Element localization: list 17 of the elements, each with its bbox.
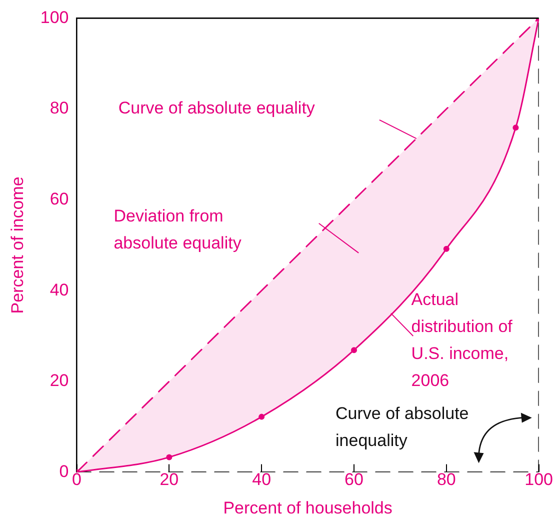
x-tick-label: 100 xyxy=(524,470,554,490)
y-axis-title: Percent of income xyxy=(8,176,27,314)
y-tick-label: 80 xyxy=(50,98,69,118)
y-tick-label: 100 xyxy=(40,8,69,27)
x-tick-label: 20 xyxy=(160,470,179,490)
x-tick-label: 40 xyxy=(252,470,272,490)
x-tick-label: 0 xyxy=(72,470,82,490)
annotation: Deviation from absolute equality xyxy=(114,206,242,252)
annotation: Curve of absolute inequality xyxy=(336,404,469,450)
annotation: Curve of absolute equality xyxy=(118,98,316,118)
x-tick-label: 80 xyxy=(436,470,456,490)
x-axis-title: Percent of households xyxy=(223,498,392,518)
x-tick-label: 60 xyxy=(344,470,364,490)
annotation: Actual distribution of U.S. income, 2006 xyxy=(411,290,513,390)
y-tick-label: 20 xyxy=(50,371,69,390)
y-tick-label: 60 xyxy=(50,189,69,208)
y-tick-label: 40 xyxy=(50,280,69,300)
